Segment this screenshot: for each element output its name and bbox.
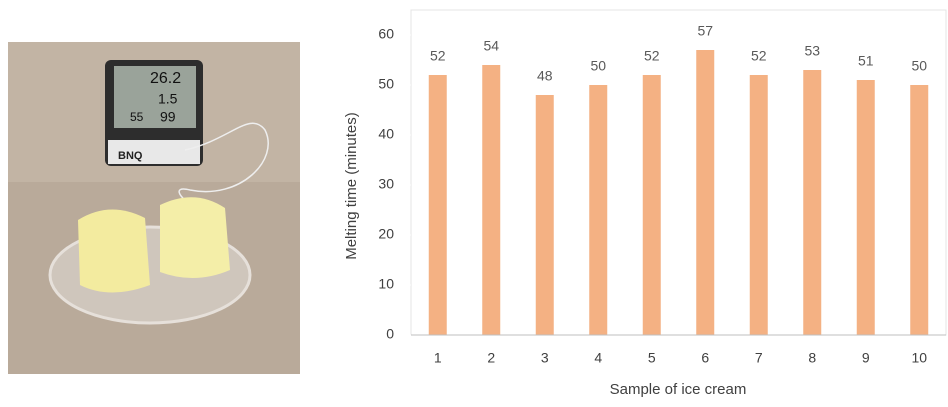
x-tick-label: 2 xyxy=(487,350,495,366)
bar xyxy=(857,80,875,335)
y-tick-label: 10 xyxy=(378,276,394,292)
data-label: 52 xyxy=(751,48,767,64)
chart: Melting time (minutes) Sample of ice cre… xyxy=(343,10,946,398)
x-tick-label: 6 xyxy=(701,350,709,366)
bar xyxy=(589,85,607,335)
y-tick-label: 20 xyxy=(378,226,394,242)
figure: 26.2 1.5 55 99 BNQ Melting time (minutes… xyxy=(0,0,948,402)
data-label: 54 xyxy=(483,38,499,54)
bar xyxy=(910,85,928,335)
data-label: 52 xyxy=(430,48,446,64)
x-axis-title: Sample of ice cream xyxy=(610,381,747,398)
photo-text: 1.5 xyxy=(158,91,178,107)
x-tick-label: 10 xyxy=(911,350,927,366)
data-label: 52 xyxy=(644,48,660,64)
ice-cream xyxy=(78,209,150,292)
x-tick-label: 5 xyxy=(648,350,656,366)
photo: 26.2 1.5 55 99 BNQ xyxy=(8,42,300,374)
bar xyxy=(643,75,661,335)
y-tick-label: 60 xyxy=(378,26,394,42)
x-tick-label: 4 xyxy=(594,350,602,366)
bar xyxy=(696,50,714,335)
data-label: 57 xyxy=(697,23,713,39)
x-tick-label: 7 xyxy=(755,350,763,366)
y-tick-label: 50 xyxy=(378,76,394,92)
bar xyxy=(750,75,768,335)
bar xyxy=(482,65,500,335)
photo-text: 99 xyxy=(160,109,176,125)
x-tick-label: 8 xyxy=(808,350,816,366)
ice-cream xyxy=(160,197,230,278)
bar xyxy=(536,95,554,335)
y-axis-title: Melting time (minutes) xyxy=(343,112,360,260)
data-label: 50 xyxy=(911,58,927,74)
y-tick-label: 30 xyxy=(378,176,394,192)
x-tick-label: 1 xyxy=(434,350,442,366)
data-label: 53 xyxy=(804,43,820,59)
data-label: 50 xyxy=(590,58,606,74)
photo-text: 55 xyxy=(130,110,144,124)
bar xyxy=(429,75,447,335)
photo-text: BNQ xyxy=(118,150,143,162)
data-label: 51 xyxy=(858,53,874,69)
x-tick-label: 3 xyxy=(541,350,549,366)
y-tick-label: 40 xyxy=(378,126,394,142)
y-tick-label: 0 xyxy=(386,326,394,342)
photo-text: 26.2 xyxy=(150,70,181,87)
data-label: 48 xyxy=(537,68,553,84)
bar xyxy=(803,70,821,335)
x-tick-label: 9 xyxy=(862,350,870,366)
